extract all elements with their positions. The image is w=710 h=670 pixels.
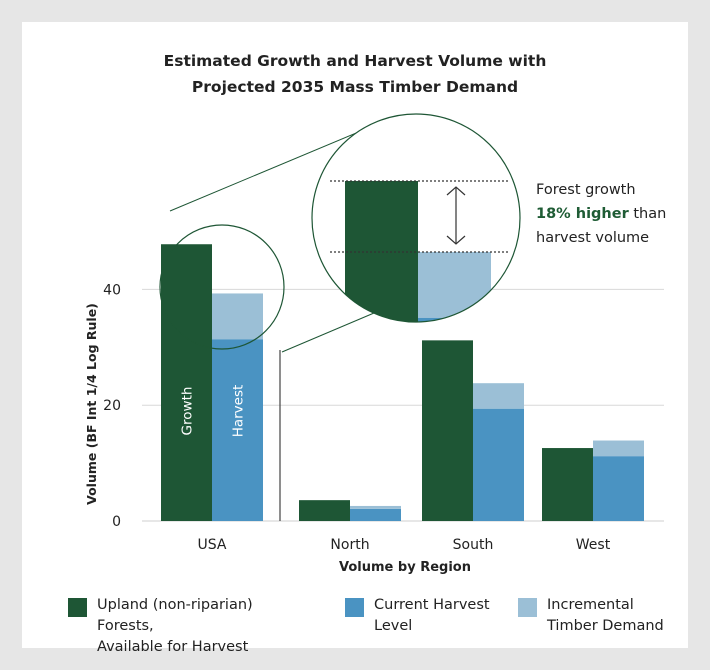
y-tick-label-40: 40: [103, 282, 121, 298]
annotation-line-2: 18% higher than: [536, 202, 666, 226]
bar-current-harvest-west: [593, 456, 644, 521]
bar-incremental-west: [593, 440, 644, 457]
zoom-bar-growth: [345, 181, 418, 322]
annotation-highlight: 18% higher: [536, 206, 629, 222]
zoom-circle: [311, 113, 521, 323]
chart-card: [22, 22, 688, 648]
zoom-bars: [345, 181, 491, 322]
chart-title-line-2: Projected 2035 Mass Timber Demand: [192, 78, 518, 96]
annotation-line-3: harvest volume: [536, 230, 650, 246]
bar-label-harvest: Harvest: [231, 385, 247, 438]
x-tick-label-usa: USA: [198, 537, 227, 553]
x-axis-label: Volume by Region: [339, 560, 471, 575]
source-circle: [159, 224, 285, 350]
zoom-connector-bottom: [281, 312, 375, 353]
double-arrow-icon: [446, 186, 466, 245]
bar-incremental-usa: [212, 293, 263, 340]
annotation-line-1: Forest growth: [536, 182, 636, 198]
bar-label-growth: Growth: [180, 387, 196, 436]
x-tick-label-south: South: [453, 537, 494, 553]
bars: Growth Harvest: [161, 244, 644, 521]
y-axis-label: Volume (BF Int 1/4 Log Rule): [84, 303, 99, 505]
bar-growth-north: [299, 500, 350, 521]
bar-incremental-south: [473, 383, 524, 409]
bar-growth-south: [422, 340, 473, 521]
zoom-callout: [159, 113, 521, 521]
y-tick-label-20: 20: [103, 398, 121, 414]
tick-labels: 0 20 40 USA North South West: [103, 282, 611, 553]
bar-current-harvest-north: [350, 508, 401, 521]
bar-growth-usa: [161, 244, 212, 521]
bar-growth-west: [542, 448, 593, 521]
chart-title-line-1: Estimated Growth and Harvest Volume with: [164, 52, 547, 70]
annotation-text: Forest growth 18% higher than harvest vo…: [536, 178, 666, 250]
annotation-line-2-rest: than: [628, 206, 667, 222]
bar-current-harvest-south: [473, 408, 524, 521]
bar-current-harvest-usa: [212, 339, 263, 521]
x-tick-label-west: West: [576, 537, 611, 553]
x-tick-label-north: North: [330, 537, 369, 553]
y-tick-label-0: 0: [112, 514, 121, 530]
bar-incremental-north: [350, 505, 401, 509]
